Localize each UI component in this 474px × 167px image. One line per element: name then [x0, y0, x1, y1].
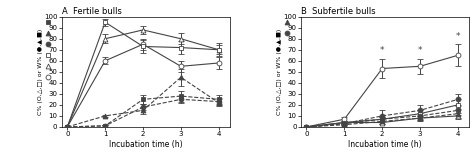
Text: *: *: [456, 32, 460, 41]
Y-axis label: C% (O,△,□) or W% (●,▲,■): C% (O,△,□) or W% (●,▲,■): [37, 29, 43, 115]
X-axis label: Incubation time (h): Incubation time (h): [109, 140, 182, 149]
Text: *: *: [380, 46, 384, 55]
Text: *: *: [418, 46, 422, 55]
X-axis label: Incubation time (h): Incubation time (h): [348, 140, 422, 149]
Text: A  Fertile bulls: A Fertile bulls: [62, 7, 121, 16]
Text: B  Subfertile bulls: B Subfertile bulls: [301, 7, 375, 16]
Y-axis label: C% (O,△,□) or W% (●,▲,■): C% (O,△,□) or W% (●,▲,■): [277, 29, 282, 115]
